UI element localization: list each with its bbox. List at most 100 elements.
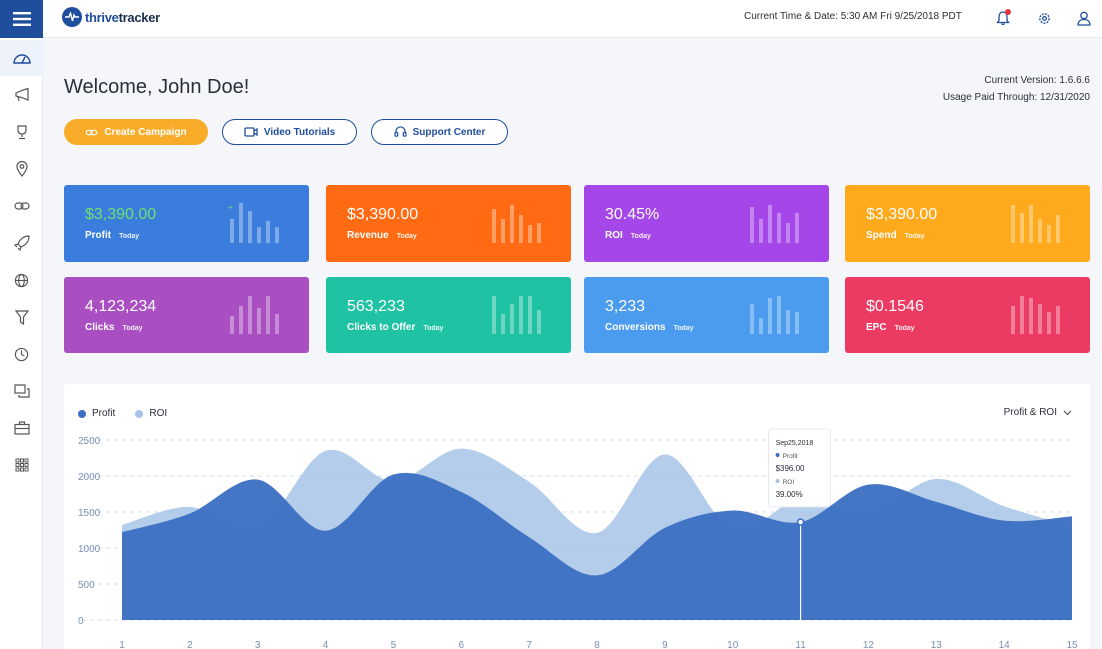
mini-bar	[1047, 312, 1051, 334]
sidebar-item-campaigns[interactable]	[0, 77, 43, 113]
sidebar-item-traffic[interactable]	[0, 262, 43, 298]
mini-bar	[777, 296, 781, 334]
funnel-icon	[14, 309, 29, 325]
sidebar-item-links[interactable]	[0, 188, 43, 224]
mini-bar	[1011, 205, 1015, 243]
mini-bar	[239, 203, 243, 243]
legend-item-profit[interactable]: Profit	[78, 408, 115, 419]
stat-label: Revenue Today	[347, 230, 417, 241]
create-campaign-button[interactable]: Create Campaign	[64, 119, 208, 145]
sidebar-item-dashboard[interactable]	[0, 40, 43, 76]
mini-bar	[1029, 298, 1033, 334]
y-tick-label: 500	[78, 580, 95, 591]
stat-value: 30.45%	[605, 206, 660, 223]
mini-bar	[795, 213, 799, 243]
mini-bar	[266, 296, 270, 334]
mini-bar	[1056, 215, 1060, 243]
profit-roi-chart-panel: Profit ROI Profit & ROI 0 500 1000 1500 2000…	[64, 384, 1090, 649]
mini-bar	[257, 227, 261, 243]
mini-bar	[230, 219, 234, 243]
legend-item-roi[interactable]: ROI	[135, 408, 167, 419]
windows-icon	[13, 384, 30, 398]
stat-value: 4,123,234	[85, 298, 157, 315]
mini-bar	[759, 318, 763, 334]
y-tick-label: 0	[78, 616, 84, 627]
mini-bar-chart	[1011, 294, 1060, 334]
mini-bar	[519, 296, 523, 334]
stat-label: EPC Today	[866, 322, 915, 333]
notifications-button[interactable]	[992, 7, 1014, 29]
logo-text: thrivetracker	[85, 9, 160, 25]
mini-bar	[492, 209, 496, 243]
chart-metric-select[interactable]: Profit & ROI	[1004, 407, 1072, 418]
mini-bar	[510, 205, 514, 243]
stat-label: ROI Today	[605, 230, 651, 241]
x-tick-label: 6	[459, 640, 465, 649]
grid-icon	[15, 458, 28, 472]
trend-up-icon: +	[228, 203, 233, 212]
settings-button[interactable]	[1033, 7, 1055, 29]
sidebar-item-launch[interactable]	[0, 225, 43, 261]
support-center-button[interactable]: Support Center	[371, 119, 508, 145]
stat-card-conversions[interactable]: 3,233 Conversions Today	[584, 277, 829, 353]
video-camera-icon	[244, 127, 258, 137]
mini-bar-chart	[750, 203, 799, 243]
x-tick-label: 10	[727, 640, 739, 649]
x-tick-label: 8	[594, 640, 600, 649]
stat-card-roi[interactable]: 30.45% ROI Today	[584, 185, 829, 262]
trophy-icon	[16, 124, 27, 139]
top-bar: thrivetracker Current Time & Date: 5:30 …	[0, 0, 1102, 38]
mini-bar	[750, 304, 754, 334]
stat-card-clicks-to-offer[interactable]: 563,233 Clicks to Offer Today	[326, 277, 571, 353]
mini-bar	[519, 215, 523, 243]
mini-bar	[492, 296, 496, 334]
mini-bar	[501, 219, 505, 243]
stat-card-spend[interactable]: $3,390.00 Spend Today	[845, 185, 1090, 262]
sidebar-item-affiliate-networks[interactable]	[0, 410, 43, 446]
stat-card-profit[interactable]: $3,390.00 + Profit Today	[64, 185, 309, 262]
stat-value: $3,390.00	[85, 206, 157, 223]
hamburger-icon	[12, 12, 31, 26]
mini-bar	[537, 223, 541, 243]
current-version: Current Version: 1.6.6.6	[984, 75, 1090, 86]
briefcase-icon	[13, 421, 30, 435]
profile-button[interactable]	[1073, 7, 1095, 29]
chevron-down-icon	[1063, 410, 1072, 415]
stat-value: 3,233	[605, 298, 646, 315]
tooltip-dot-roi	[775, 479, 780, 483]
stat-card-clicks[interactable]: 4,123,234 Clicks Today	[64, 277, 309, 353]
mini-bar	[777, 213, 781, 243]
sidebar-item-landers[interactable]	[0, 373, 43, 409]
tooltip-roi-value: 39.00%	[776, 490, 803, 499]
mini-bar	[510, 304, 514, 334]
sidebar-item-funnels[interactable]	[0, 299, 43, 335]
stat-label: Profit Today	[85, 230, 140, 241]
x-tick-label: 9	[662, 640, 668, 649]
x-tick-label: 2	[187, 640, 193, 649]
mini-bar-chart	[750, 294, 799, 334]
stat-card-revenue[interactable]: $3,390.00 Revenue Today	[326, 185, 571, 262]
tooltip-box	[768, 428, 832, 508]
mini-bar	[275, 314, 279, 334]
globe-icon	[14, 273, 29, 287]
menu-toggle-button[interactable]	[0, 0, 43, 38]
notification-dot	[1005, 9, 1011, 15]
mini-bar-chart	[1011, 203, 1060, 243]
mini-bar	[1038, 219, 1042, 243]
tooltip-roi-label: ROI	[783, 479, 795, 486]
chart-metric-select-label: Profit & ROI	[1003, 407, 1057, 418]
y-tick-label: 2000	[78, 472, 101, 483]
x-tick-label: 3	[255, 640, 261, 649]
sidebar-item-locations[interactable]	[0, 151, 43, 187]
stat-card-epc[interactable]: $0.1546 EPC Today	[845, 277, 1090, 353]
rocket-icon	[13, 235, 30, 251]
sidebar-item-apps[interactable]	[0, 447, 43, 483]
video-tutorials-button[interactable]: Video Tutorials	[222, 119, 357, 145]
user-icon	[1077, 11, 1091, 26]
sidebar-item-reports[interactable]	[0, 336, 43, 372]
welcome-heading: Welcome, John Doe!	[64, 76, 250, 98]
sidebar-item-offers[interactable]	[0, 114, 43, 150]
app-logo[interactable]: thrivetracker	[62, 6, 160, 28]
dashboard-icon	[12, 54, 31, 64]
